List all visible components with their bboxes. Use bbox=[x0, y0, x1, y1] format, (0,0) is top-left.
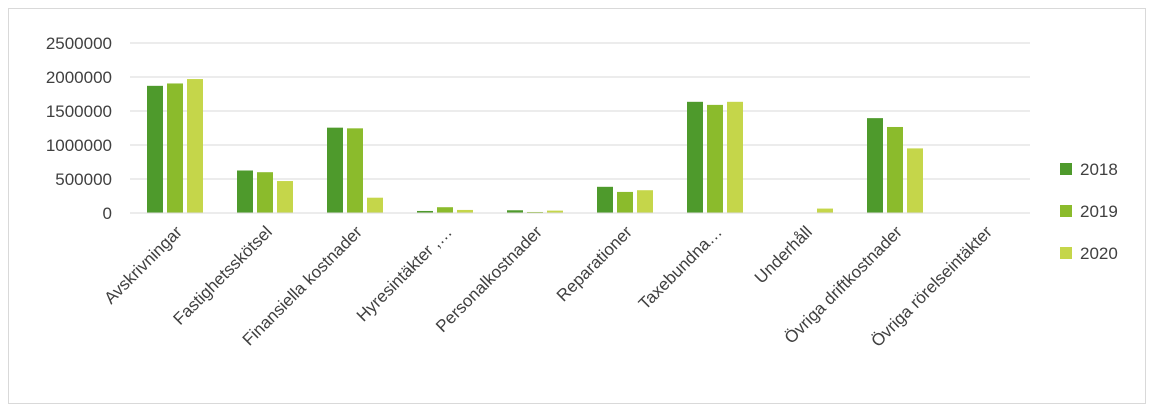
legend-label-2019: 2019 bbox=[1080, 202, 1118, 221]
bar-2018-5 bbox=[597, 186, 613, 213]
bar-2019-0 bbox=[167, 83, 183, 214]
bars bbox=[147, 79, 923, 214]
bar-2020-5 bbox=[637, 190, 653, 213]
x-tick-label: Avskrivningar bbox=[100, 222, 186, 308]
legend: 2018 2019 2020 bbox=[1060, 160, 1118, 263]
bar-2019-5 bbox=[617, 191, 633, 213]
bar-2020-6 bbox=[727, 101, 743, 213]
y-tick-label: 1500000 bbox=[46, 102, 112, 121]
legend-label-2018: 2018 bbox=[1080, 160, 1118, 179]
bar-2018-8 bbox=[867, 118, 883, 213]
x-tick-label: Fastighetsskötsel bbox=[170, 222, 276, 328]
bar-2020-0 bbox=[187, 79, 203, 213]
x-tick-label: Taxebundna… bbox=[635, 222, 726, 313]
bar-2018-6 bbox=[687, 101, 703, 213]
y-axis-ticks: 0 500000 1000000 1500000 2000000 2500000 bbox=[46, 34, 112, 223]
bar-2019-4 bbox=[527, 211, 543, 213]
bar-2018-0 bbox=[147, 85, 163, 213]
bar-2018-4 bbox=[507, 210, 523, 213]
x-axis-ticks: AvskrivningarFastighetsskötselFinansiell… bbox=[100, 222, 996, 351]
y-tick-label: 0 bbox=[103, 204, 112, 223]
legend-swatch-2018 bbox=[1060, 163, 1072, 175]
legend-swatch-2019 bbox=[1060, 205, 1072, 217]
bar-2020-8 bbox=[907, 148, 923, 213]
bar-2020-4 bbox=[547, 210, 563, 213]
bar-2018-2 bbox=[327, 127, 343, 213]
x-tick-label: Hyresintäkter ,… bbox=[353, 222, 456, 325]
bar-2019-1 bbox=[257, 172, 273, 213]
bar-2019-2 bbox=[347, 128, 363, 213]
legend-swatch-2020 bbox=[1060, 247, 1072, 259]
bar-2020-2 bbox=[367, 197, 383, 213]
bar-2020-7 bbox=[817, 208, 833, 213]
y-tick-label: 500000 bbox=[55, 170, 112, 189]
y-tick-label: 1000000 bbox=[46, 136, 112, 155]
bar-2019-6 bbox=[707, 104, 723, 213]
bar-2019-8 bbox=[887, 126, 903, 213]
bar-2018-3 bbox=[417, 210, 433, 213]
x-tick-label: Reparationer bbox=[553, 222, 636, 305]
bar-2018-1 bbox=[237, 170, 253, 213]
y-tick-label: 2000000 bbox=[46, 68, 112, 87]
x-tick-label: Underhåll bbox=[751, 222, 816, 287]
bar-2020-1 bbox=[277, 181, 293, 213]
bar-2020-3 bbox=[457, 209, 473, 213]
legend-label-2020: 2020 bbox=[1080, 244, 1118, 263]
y-tick-label: 2500000 bbox=[46, 34, 112, 53]
bar-2019-3 bbox=[437, 207, 453, 213]
